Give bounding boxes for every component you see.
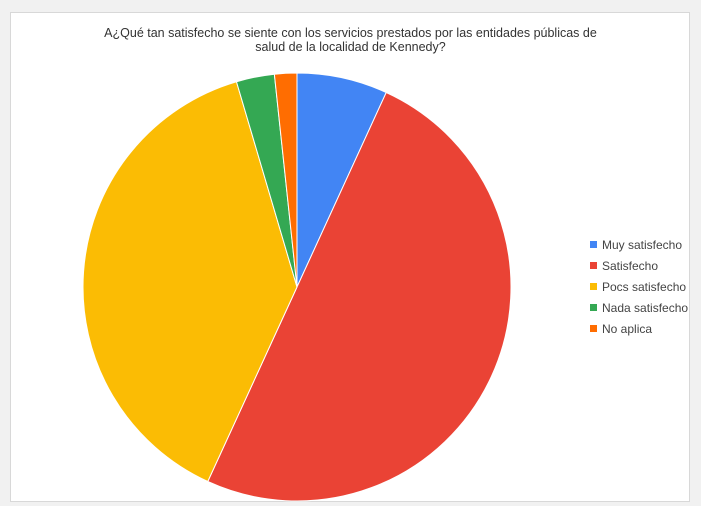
legend-label: Pocs satisfecho [602,279,687,294]
legend-swatch [590,283,597,290]
legend-item-nada-satisfecho[interactable]: Nada satisfecho [590,297,688,318]
legend-item-satisfecho[interactable]: Satisfecho [590,255,688,276]
pie-slice-satisfecho[interactable] [207,91,512,502]
chart-title-line-2: salud de la localidad de Kennedy? [255,40,446,54]
legend-item-pocs-satisfecho[interactable]: Pocs satisfecho [590,276,688,297]
legend-swatch [590,241,597,248]
pie-slice-pocs-satisfecho[interactable] [82,81,298,483]
pie-slices [82,72,512,502]
chart-legend: Muy satisfecho Satisfecho Pocs satisfech… [590,234,688,339]
legend-swatch [590,325,597,332]
chart-title: A¿Qué tan satisfecho se siente con los s… [0,26,701,54]
legend-item-muy-satisfecho[interactable]: Muy satisfecho [590,234,688,255]
chart-title-line-1: A¿Qué tan satisfecho se siente con los s… [104,26,597,40]
legend-label: Nada satisfecho [602,300,689,315]
legend-swatch [590,304,597,311]
pie-slice-no-aplica[interactable] [273,72,298,288]
legend-swatch [590,262,597,269]
legend-label: Muy satisfecho [602,237,683,252]
legend-item-no-aplica[interactable]: No aplica [590,318,688,339]
legend-label: No aplica [602,321,653,336]
legend-label: Satisfecho [602,258,659,273]
